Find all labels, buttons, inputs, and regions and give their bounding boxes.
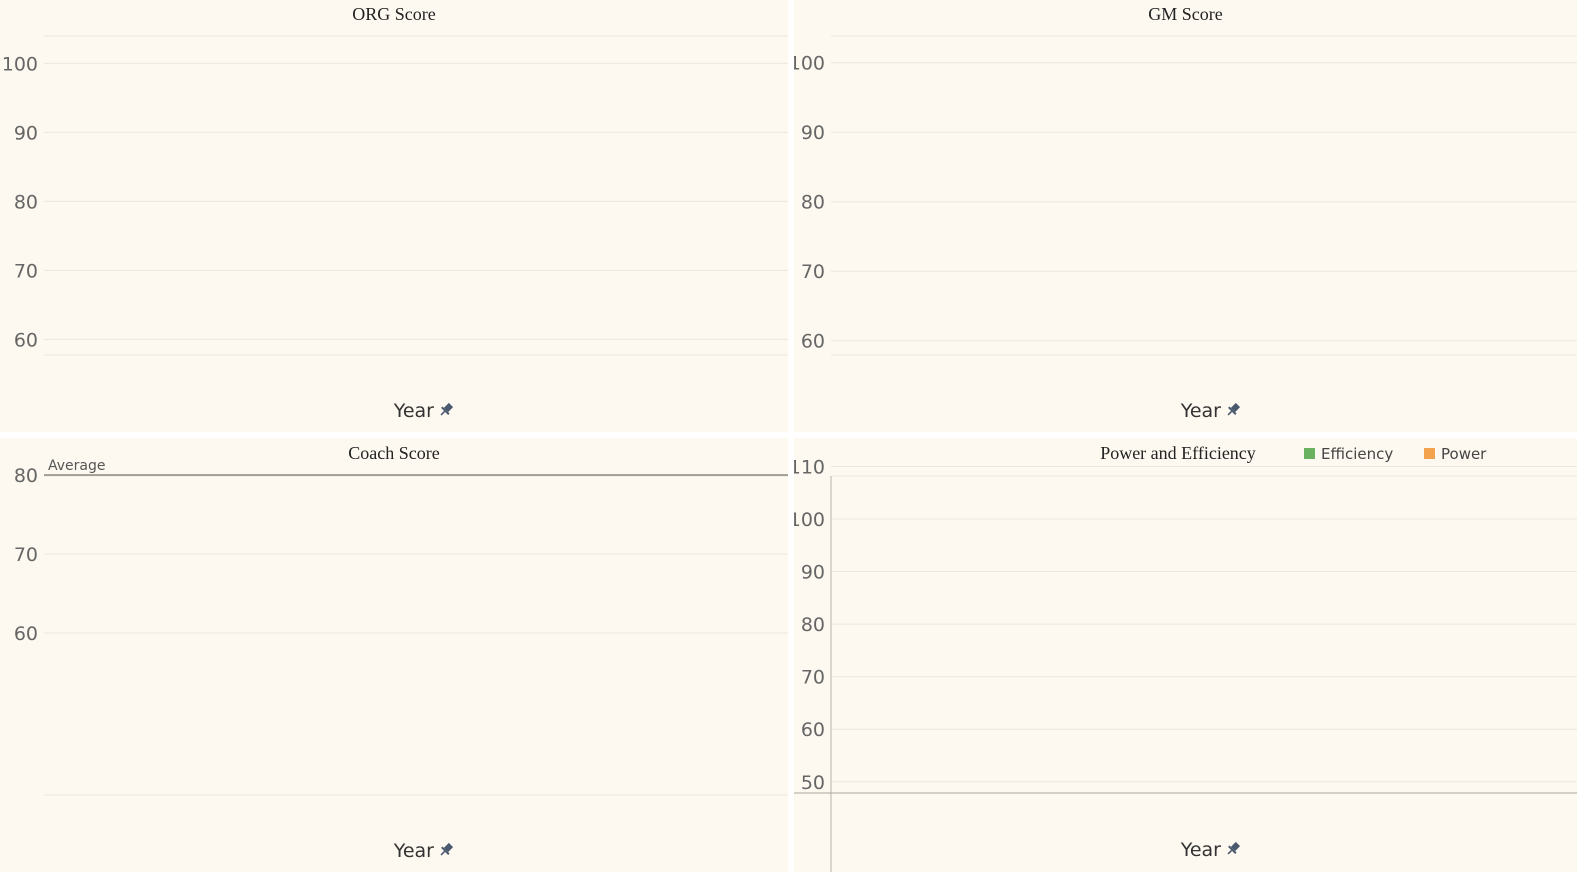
power-efficiency-chart: Power and Efficiency Efficiency Power 50 60 7… xyxy=(794,443,1577,872)
pin-icon xyxy=(1227,402,1241,416)
org-score-panel: ORG Score6070809010020152016201720182019… xyxy=(0,0,788,432)
x-axis-title: Year xyxy=(1180,839,1221,861)
x-axis-title: Year xyxy=(393,400,434,422)
y-tick-label: 110 xyxy=(794,456,825,478)
chart-title: Power and Efficiency xyxy=(1100,443,1256,463)
x-axis-title: Year xyxy=(393,840,434,862)
x-axis-title: Year xyxy=(1180,400,1221,422)
y-tick-label: 100 xyxy=(794,509,825,531)
y-tick-label: 70 xyxy=(801,261,825,283)
y-tick-label: 100 xyxy=(2,53,38,75)
chart-title: ORG Score xyxy=(352,4,436,24)
y-tick-label: 100 xyxy=(794,53,825,75)
chart-title: GM Score xyxy=(1148,4,1223,24)
reference-line-label: Average xyxy=(48,458,106,474)
coach-score-panel: Coach Score60708090100201520162017201820… xyxy=(0,438,788,872)
coach-score-chart: Coach Score60708090100201520162017201820… xyxy=(14,443,788,862)
y-tick-label: 80 xyxy=(14,465,38,487)
y-tick-label: 70 xyxy=(14,544,38,566)
y-tick-label: 60 xyxy=(14,329,38,351)
y-tick-label: 60 xyxy=(801,719,825,741)
pin-icon xyxy=(440,842,454,856)
y-tick-label: 50 xyxy=(801,772,825,794)
gm-score-panel: GM Score60708090100201520162017201820192… xyxy=(794,0,1577,432)
y-tick-label: 60 xyxy=(801,331,825,353)
gm-score-chart: GM Score60708090100201520162017201820192… xyxy=(794,4,1577,422)
y-tick-label: 90 xyxy=(801,122,825,144)
y-tick-label: 70 xyxy=(14,260,38,282)
chart-title: Coach Score xyxy=(348,443,439,463)
legend-swatch-power xyxy=(1424,448,1435,459)
y-tick-label: 80 xyxy=(801,192,825,214)
pin-icon xyxy=(1227,841,1241,855)
y-tick-label: 70 xyxy=(801,667,825,689)
y-tick-label: 90 xyxy=(14,122,38,144)
y-tick-label: 90 xyxy=(801,562,825,584)
org-score-chart: ORG Score6070809010020152016201720182019… xyxy=(2,4,788,422)
y-tick-label: 80 xyxy=(14,191,38,213)
pin-icon xyxy=(440,402,454,416)
legend-label-efficiency: Efficiency xyxy=(1321,445,1393,463)
y-tick-label: 60 xyxy=(14,623,38,645)
legend-swatch-efficiency xyxy=(1304,448,1315,459)
y-tick-label: 80 xyxy=(801,614,825,636)
power-efficiency-panel: Power and Efficiency Efficiency Power 50 60 7… xyxy=(794,438,1577,872)
legend-label-power: Power xyxy=(1441,445,1487,463)
